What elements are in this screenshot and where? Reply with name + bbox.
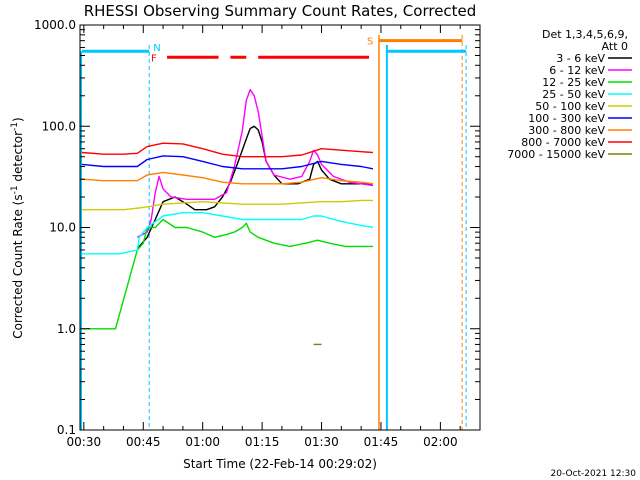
series-line-1 <box>136 125 373 251</box>
legend-entry-label: 7000 - 15000 keV <box>507 148 605 161</box>
series-line-8 <box>81 142 374 158</box>
x-tick-label: 01:30 <box>304 435 339 449</box>
legend-entry-label: 25 - 50 keV <box>542 88 605 101</box>
y-tick-label: 10.0 <box>49 221 76 235</box>
legend-entry-label: 50 - 100 keV <box>535 100 605 113</box>
y-tick-label: 0.1 <box>57 423 76 437</box>
legend-header: Det 1,3,4,5,6,9, <box>542 28 628 41</box>
y-axis-label: Corrected Count Rate (s-1 detector-1) <box>10 117 25 338</box>
legend-entry-label: 3 - 6 keV <box>556 52 605 65</box>
series-line-3 <box>81 218 373 330</box>
legend-header: Att 0 <box>602 40 628 53</box>
chart-title: RHESSI Observing Summary Count Rates, Co… <box>84 2 477 20</box>
legend-entry-label: 800 - 7000 keV <box>521 136 605 149</box>
legend-entry-label: 12 - 25 keV <box>542 76 605 89</box>
y-tick-label: 100.0 <box>42 119 76 133</box>
legend-entry-label: 100 - 300 keV <box>528 112 605 125</box>
y-tick-label: 1.0 <box>57 322 76 336</box>
x-tick-label: 01:15 <box>245 435 280 449</box>
series-line-4 <box>81 211 374 255</box>
series-line-5 <box>81 199 373 211</box>
series-line-6 <box>81 155 374 170</box>
x-tick-label: 00:45 <box>126 435 161 449</box>
annotation-label: N <box>153 43 160 54</box>
legend-entry-label: 300 - 800 keV <box>528 124 605 137</box>
annotation-label: S <box>367 37 373 48</box>
series-line-2 <box>136 88 374 238</box>
x-axis-label: Start Time (22-Feb-14 00:29:02) <box>183 457 377 471</box>
annotation-label: F <box>151 53 157 64</box>
x-tick-label: 00:30 <box>67 435 102 449</box>
x-tick-label: 01:00 <box>185 435 220 449</box>
legend-entry-label: 6 - 12 keV <box>549 64 605 77</box>
x-tick-label: 01:45 <box>364 435 399 449</box>
plot-frame <box>79 24 481 431</box>
footer-date: 20-Oct-2021 12:30 <box>551 469 637 479</box>
y-tick-label: 1000.0 <box>34 18 76 32</box>
series-line-7 <box>81 171 374 185</box>
x-tick-label: 02:00 <box>423 435 458 449</box>
